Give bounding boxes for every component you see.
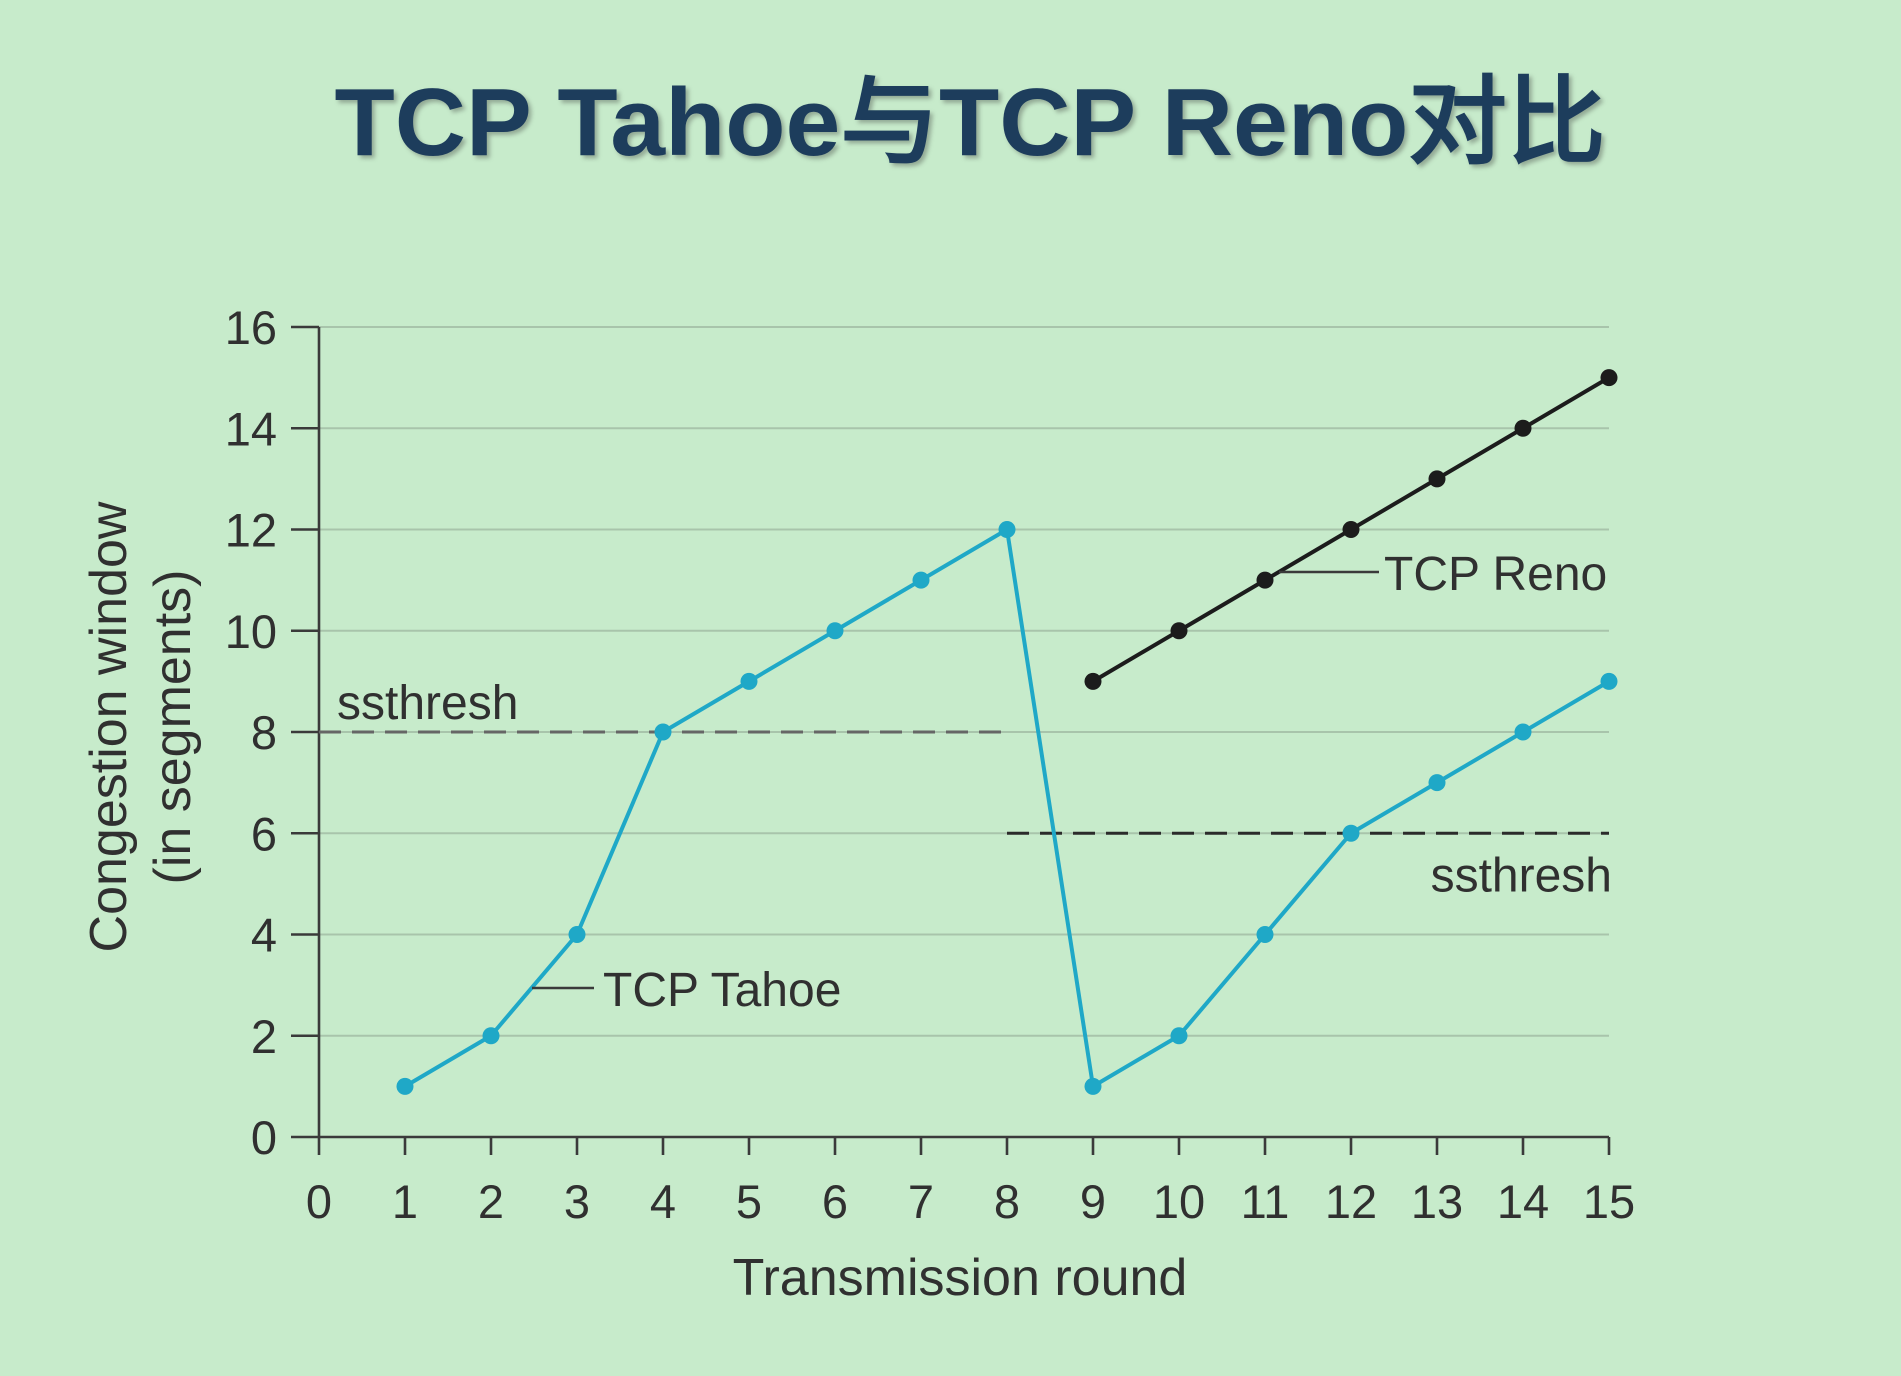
tcp-reno-point bbox=[1342, 521, 1360, 538]
x-tick-label: 4 bbox=[650, 1175, 676, 1228]
tcp-tahoe-point bbox=[568, 926, 586, 943]
x-axis-label: Transmission round bbox=[733, 1249, 1188, 1307]
tcp-tahoe-point bbox=[912, 571, 930, 589]
x-tick-label: 9 bbox=[1080, 1175, 1106, 1228]
tcp-tahoe-point bbox=[1600, 672, 1618, 690]
tcp-tahoe-point bbox=[396, 1077, 414, 1095]
tcp-tahoe-point bbox=[1428, 774, 1446, 792]
x-tick-label: 6 bbox=[822, 1175, 848, 1228]
tcp-tahoe-point bbox=[1514, 723, 1532, 741]
tcp-reno-point bbox=[1428, 470, 1446, 488]
y-tick-label: 6 bbox=[251, 807, 277, 860]
tcp-tahoe-label: TCP Tahoe bbox=[603, 964, 841, 1017]
tcp-tahoe-point bbox=[1342, 824, 1360, 842]
y-tick-label: 8 bbox=[251, 706, 277, 759]
x-tick-label: 1 bbox=[392, 1175, 418, 1228]
x-tick-label: 11 bbox=[1241, 1175, 1290, 1228]
y-axis-ticks: 0 2 4 6 8 10 12 14 16 bbox=[225, 301, 319, 1164]
tcp-tahoe-point bbox=[1084, 1077, 1102, 1095]
y-tick-label: 2 bbox=[251, 1010, 277, 1063]
x-tick-label: 13 bbox=[1411, 1175, 1463, 1228]
tcp-reno-point bbox=[1170, 622, 1188, 640]
ssthresh-label: ssthresh bbox=[337, 677, 518, 730]
x-tick-label: 5 bbox=[736, 1175, 762, 1228]
y-axis-label-unit: (in segments) bbox=[144, 570, 202, 885]
x-tick-label: 2 bbox=[478, 1175, 504, 1228]
tcp-tahoe-point bbox=[740, 672, 758, 690]
x-tick-label: 8 bbox=[994, 1175, 1020, 1228]
x-tick-label: 0 bbox=[306, 1175, 332, 1228]
tcp-tahoe-line bbox=[403, 527, 1611, 1089]
tcp-tahoe-point bbox=[482, 1027, 500, 1045]
ssthresh-label: ssthresh bbox=[1431, 849, 1612, 902]
x-axis-ticks: 0 1 2 3 4 5 6 7 8 9 10 11 12 13 14 15 bbox=[306, 1137, 1635, 1228]
annotations: ssthresh ssthresh TCP Tahoe TCP Reno bbox=[337, 548, 1612, 1017]
tcp-tahoe-point bbox=[1256, 926, 1274, 943]
tcp-tahoe-point bbox=[826, 622, 844, 640]
tcp-reno-point bbox=[1600, 369, 1618, 387]
x-tick-label: 10 bbox=[1153, 1175, 1205, 1228]
tcp-reno-point bbox=[1514, 419, 1532, 437]
tcp-reno-label: TCP Reno bbox=[1384, 548, 1607, 601]
tcp-tahoe-point bbox=[998, 521, 1016, 538]
tcp-reno-point bbox=[1256, 571, 1274, 589]
y-axis-label: Congestion window bbox=[80, 501, 138, 952]
x-tick-label: 3 bbox=[564, 1175, 590, 1228]
x-tick-label: 15 bbox=[1583, 1175, 1635, 1228]
tcp-tahoe-point bbox=[654, 723, 672, 741]
y-tick-label: 10 bbox=[225, 605, 277, 658]
y-tick-label: 16 bbox=[225, 301, 277, 354]
y-tick-label: 12 bbox=[225, 504, 277, 557]
x-tick-label: 12 bbox=[1325, 1175, 1377, 1228]
tcp-reno-point bbox=[1084, 672, 1102, 690]
tcp-tahoe-point bbox=[1170, 1027, 1188, 1045]
x-tick-label: 7 bbox=[908, 1175, 934, 1228]
y-tick-label: 4 bbox=[251, 909, 277, 962]
series bbox=[396, 369, 1618, 1095]
y-tick-label: 0 bbox=[251, 1111, 277, 1164]
y-tick-label: 14 bbox=[225, 402, 277, 455]
x-tick-label: 14 bbox=[1497, 1175, 1549, 1228]
ssthresh-lines bbox=[319, 730, 1609, 835]
slide-title: TCP Tahoe与TCP Reno对比 bbox=[335, 69, 1606, 176]
